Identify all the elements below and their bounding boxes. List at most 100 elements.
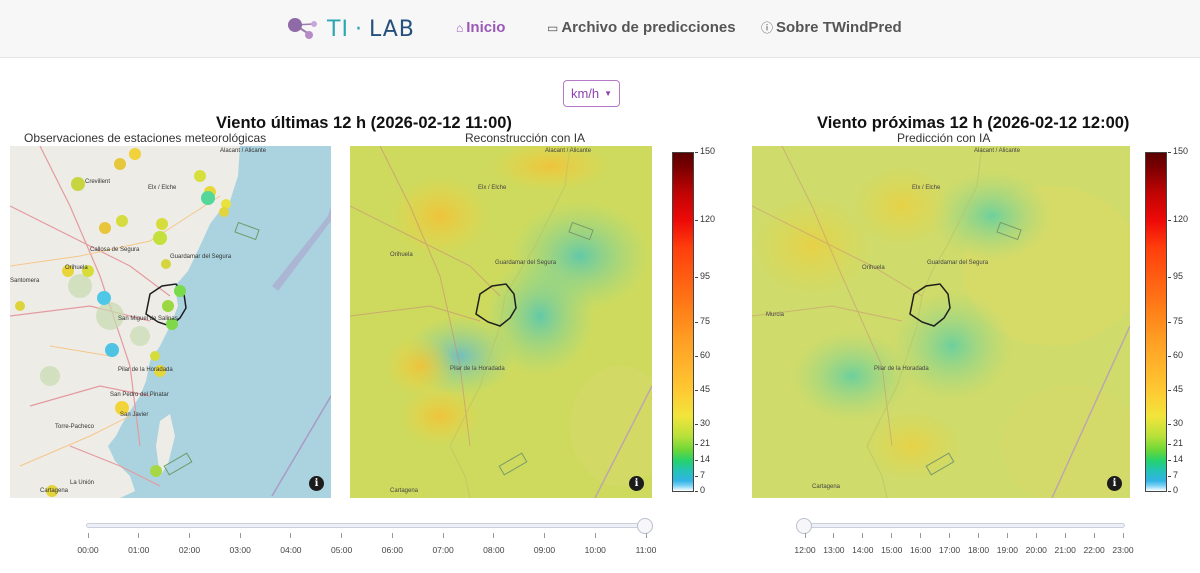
colorbar-tick: 14 <box>694 454 711 464</box>
calendar-icon: ▭ <box>547 20 559 35</box>
colorbar-tick: 75 <box>1167 316 1184 326</box>
map-label-elche: Elx / Elche <box>478 185 507 191</box>
colorbar-tick: 14 <box>1167 454 1184 464</box>
future-slider-tick-mark <box>977 533 979 538</box>
past-slider-tick-label[interactable]: 10:00 <box>584 545 606 555</box>
past-slider-tick-label[interactable]: 08:00 <box>483 545 505 555</box>
past-slider-tick-label[interactable]: 00:00 <box>77 545 99 555</box>
map-label-sanmiguel: San Miguel de Salinas <box>118 316 178 322</box>
colorbar-tick: 21 <box>1167 438 1184 448</box>
map-label-callosa: Callosa de Segura <box>90 247 140 253</box>
map-label-alicante: Alacant / Alicante <box>220 148 267 154</box>
nav-item-sobre[interactable]: ⓘ Sobre TWindPred <box>761 19 902 36</box>
colorbar-tick: 120 <box>694 214 716 224</box>
future-slider-handle[interactable] <box>796 518 812 534</box>
past-slider-track[interactable] <box>86 523 652 528</box>
map-label-murcia: Murcia <box>766 312 785 318</box>
future-slider-tick-label[interactable]: 15:00 <box>881 545 903 555</box>
future-slider-tick-label[interactable]: 14:00 <box>852 545 874 555</box>
future-slider-tick-label[interactable]: 12:00 <box>794 545 816 555</box>
past-slider-tick-label[interactable]: 07:00 <box>432 545 454 555</box>
future-slider-tick-mark <box>804 533 806 538</box>
colorbar-tick: 150 <box>694 146 716 156</box>
future-slider-tick-mark <box>949 533 951 538</box>
map-label-alicante: Alacant / Alicante <box>974 148 1021 154</box>
map-label-orihuela: Orihuela <box>390 252 413 258</box>
logo-text-sep: · <box>354 16 363 42</box>
past-slider-tick-label[interactable]: 03:00 <box>229 545 251 555</box>
colorbar-tick: 30 <box>1167 418 1184 428</box>
future-slider-tick-label[interactable]: 23:00 <box>1112 545 1134 555</box>
past-slider-tick-label[interactable]: 06:00 <box>381 545 403 555</box>
colorbar-tick: 60 <box>694 350 711 360</box>
future-slider-tick-label[interactable]: 18:00 <box>967 545 990 555</box>
past-slider-tick-label[interactable]: 01:00 <box>128 545 150 555</box>
past-slider-tick-mark <box>341 533 343 538</box>
reconstruction-subtitle: Reconstrucción con IA <box>465 131 586 145</box>
colorbar-tick: 60 <box>1167 350 1184 360</box>
colorbar-tick: 150 <box>1167 146 1189 156</box>
unit-selector-dropdown[interactable]: km/h ▼ <box>563 80 620 107</box>
past-slider-tick-mark <box>442 533 444 538</box>
future-slider-tick-mark <box>920 533 922 538</box>
future-slider-tick-label[interactable]: 13:00 <box>823 545 845 555</box>
prediction-map[interactable]: Alacant / Alicante Elx / Elche Orihuela … <box>752 146 1130 498</box>
reconstruction-info-button[interactable]: i <box>629 476 644 491</box>
colorbar-tick: 75 <box>694 316 711 326</box>
future-slider-tick-label[interactable]: 22:00 <box>1083 545 1105 555</box>
past-slider-tick-label[interactable]: 02:00 <box>178 545 201 555</box>
nav-item-label: Archivo de predicciones <box>561 19 736 36</box>
map-label-guardamar: Guardamar del Segura <box>495 260 557 266</box>
past-slider-tick-label[interactable]: 05:00 <box>330 545 353 555</box>
map-label-cartagena: Cartagena <box>390 488 419 494</box>
past-slider-tick-mark <box>138 533 140 538</box>
future-slider-tick-label[interactable]: 20:00 <box>1025 545 1047 555</box>
observations-info-button[interactable]: i <box>309 476 324 491</box>
prediction-subtitle: Predicción con IA <box>897 131 991 145</box>
caret-down-icon: ▼ <box>604 89 613 98</box>
past-panel-title: Viento últimas 12 h (2026-02-12 11:00) <box>216 114 512 132</box>
nav-item-inicio[interactable]: ⌂ Inicio <box>456 19 505 36</box>
map-label-orihuela: Orihuela <box>65 265 88 271</box>
future-slider-track[interactable] <box>799 523 1125 528</box>
reconstruction-map[interactable]: Alacant / Alicante Elx / Elche Orihuela … <box>350 146 652 498</box>
past-slider-tick-mark <box>493 533 495 538</box>
logo-text-lab: LAB <box>368 16 415 42</box>
colorbar-tick: 45 <box>694 384 711 394</box>
map-label-pilar: Pilar de la Horadada <box>118 367 173 373</box>
future-slider-tick-label[interactable]: 21:00 <box>1054 545 1076 555</box>
colorbar-tick: 7 <box>1167 470 1179 480</box>
past-slider-tick-label[interactable]: 09:00 <box>533 545 556 555</box>
map-label-cartagena: Cartagena <box>40 488 69 494</box>
map-label-guardamar: Guardamar del Segura <box>170 254 232 260</box>
future-panel-title: Viento próximas 12 h (2026-02-12 12:00) <box>817 114 1130 132</box>
colorbar-tick: 95 <box>1167 271 1184 281</box>
map-label-crevillent: Crevillent <box>85 179 110 185</box>
observations-map[interactable]: Alacant / Alicante Elx / Elche Crevillen… <box>10 146 331 498</box>
past-slider-tick-mark <box>188 533 190 538</box>
prediction-info-button[interactable]: i <box>1107 476 1122 491</box>
past-slider-handle[interactable] <box>637 518 653 534</box>
map-label-guardamar: Guardamar del Segura <box>927 260 989 266</box>
future-slider-tick-mark <box>1093 533 1095 538</box>
map-label-pilar: Pilar de la Horadada <box>874 366 929 372</box>
logo-text-ti: TI <box>327 16 349 42</box>
past-slider-tick-label[interactable]: 04:00 <box>280 545 302 555</box>
map-label-pilar: Pilar de la Horadada <box>450 366 505 372</box>
past-slider-tick-mark <box>544 533 546 538</box>
colorbar-tick: 30 <box>694 418 711 428</box>
future-slider-tick-label[interactable]: 19:00 <box>996 545 1018 555</box>
past-slider-tick-label[interactable]: 11:00 <box>635 545 657 555</box>
future-slider-tick-mark <box>833 533 835 538</box>
ti-lab-logo[interactable]: TI · LAB <box>287 14 415 44</box>
unit-selector-value: km/h <box>570 86 600 101</box>
future-slider-tick-label[interactable]: 16:00 <box>909 545 932 555</box>
past-slider-tick-mark <box>645 533 647 538</box>
future-slider-tick-mark <box>891 533 893 538</box>
map-label-sanjavier: San Javier <box>120 412 148 418</box>
future-slider-tick-mark <box>1064 533 1066 538</box>
nav-item-archivo[interactable]: ▭ Archivo de predicciones <box>547 19 736 36</box>
map-label-launion: La Unión <box>70 480 94 486</box>
future-slider-tick-label[interactable]: 17:00 <box>938 545 961 555</box>
map-label-alicante: Alacant / Alicante <box>545 148 592 154</box>
